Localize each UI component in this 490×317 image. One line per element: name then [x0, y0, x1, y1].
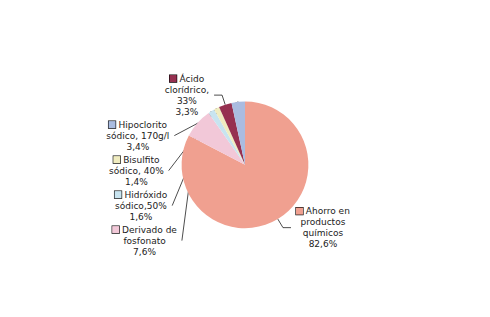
svg-text:Ahorro en: Ahorro en	[306, 206, 350, 216]
svg-text:3,3%: 3,3%	[175, 107, 198, 117]
svg-text:Ácido: Ácido	[179, 73, 204, 84]
svg-text:33%: 33%	[177, 96, 197, 106]
svg-text:Hipoclorito: Hipoclorito	[118, 120, 167, 130]
svg-text:productos: productos	[301, 217, 346, 227]
svg-text:químicos: químicos	[303, 228, 344, 238]
svg-text:3,4%: 3,4%	[126, 142, 149, 152]
svg-text:Derivado de: Derivado de	[122, 225, 177, 235]
svg-text:Hidróxido: Hidróxido	[124, 190, 167, 200]
svg-text:1,4%: 1,4%	[125, 177, 148, 187]
svg-text:sódico, 40%: sódico, 40%	[109, 166, 164, 176]
svg-text:7,6%: 7,6%	[133, 247, 156, 257]
svg-text:82,6%: 82,6%	[309, 239, 338, 249]
svg-text:fosfonato: fosfonato	[123, 236, 166, 246]
svg-text:sódico, 170g/l: sódico, 170g/l	[106, 131, 169, 141]
svg-text:clorídrico,: clorídrico,	[165, 85, 209, 95]
svg-text:Bisulfito: Bisulfito	[123, 155, 160, 165]
svg-text:sódico,50%: sódico,50%	[115, 201, 167, 211]
svg-text:1,6%: 1,6%	[129, 212, 152, 222]
